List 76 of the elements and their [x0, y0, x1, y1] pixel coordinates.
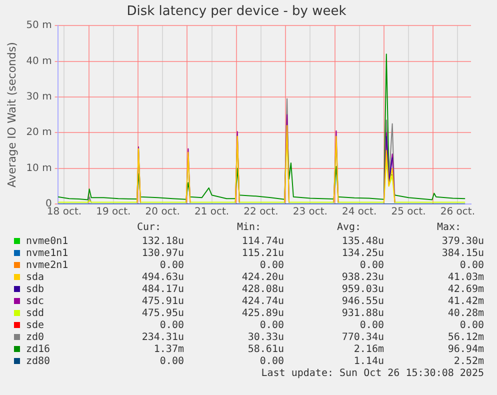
text: 428.08u [240, 284, 284, 295]
text: 2.52m [452, 356, 484, 367]
text: 931.88u [340, 308, 384, 319]
text: 475.95u [140, 308, 184, 319]
text: 40.28m [446, 308, 484, 319]
x-tick-label: 25 oct. [391, 206, 426, 218]
text: 132.18u [140, 236, 184, 247]
text: 0.00 [358, 260, 384, 271]
legend-label: nvme1n1 [26, 248, 68, 259]
x-tick-label: 21 oct. [194, 206, 230, 218]
text: 96.94m [446, 344, 484, 355]
legend-label: zd16 [26, 344, 50, 355]
y-tick-label: 10 m [26, 162, 52, 174]
text: 484.17u [140, 284, 184, 295]
text: 42.69m [446, 284, 484, 295]
y-tick-label: 20 m [26, 127, 52, 138]
y-tick-label: 50 m [26, 20, 52, 32]
legend-label: sdd [26, 308, 44, 319]
text: 938.23u [340, 272, 384, 283]
text: 384.15u [440, 248, 484, 259]
text: Min: [236, 222, 262, 233]
text: 475.91u [140, 296, 184, 307]
text: Max: [436, 222, 462, 233]
x-tick-label: 26 oct. [440, 206, 476, 218]
x-tick-label: 20 oct. [145, 206, 180, 218]
y-tick-label: 30 m [26, 92, 52, 103]
text: 959.03u [340, 284, 384, 295]
text: 56.12m [446, 332, 484, 343]
text: 379.30u [440, 236, 484, 247]
x-tick-label: 22 oct. [244, 206, 278, 218]
text: 424.20u [240, 272, 284, 283]
text: 0.00 [158, 320, 184, 331]
legend-label: nvme2n1 [26, 260, 68, 271]
text: 30.33u [246, 332, 284, 343]
text: 0.00 [258, 260, 284, 271]
text: 0.00 [158, 356, 184, 367]
text: 946.55u [340, 296, 384, 307]
text: 425.89u [240, 308, 284, 319]
chart-title: Disk latency per device - by week [126, 4, 347, 20]
text: 0.00 [458, 320, 484, 331]
x-tick-label: 24 oct. [342, 206, 377, 218]
text: 424.74u [240, 296, 284, 307]
text: 494.63u [140, 272, 184, 283]
text: 1.14u [352, 356, 384, 367]
text: 41.03m [446, 272, 484, 283]
text: 130.97u [140, 248, 184, 259]
y-tick-label: 40 m [26, 56, 52, 67]
legend-label: nvme0n1 [26, 236, 68, 247]
text: Last update: Sun Oct 26 15:30:08 2025 [260, 368, 484, 379]
text: 0.00 [358, 320, 384, 331]
text: 0.00 [158, 260, 184, 271]
legend-label: sda [26, 272, 44, 283]
x-tick-label: 23 oct. [292, 206, 328, 218]
legend-label: sdb [26, 284, 44, 295]
text: Avg: [336, 222, 362, 233]
text: 58.61u [246, 344, 284, 355]
text: 234.31u [140, 332, 184, 343]
x-tick-label: 19 oct. [96, 206, 131, 218]
text: 114.74u [240, 236, 284, 247]
text: 1.37m [152, 344, 184, 355]
legend-label: zd80 [26, 356, 50, 367]
text: 41.42m [446, 296, 484, 307]
legend-label: sdc [26, 296, 44, 307]
x-tick-label: 18 oct. [46, 206, 82, 218]
legend-label: zd0 [26, 332, 44, 343]
legend-label: sde [26, 320, 44, 331]
text: Cur: [136, 222, 162, 233]
y-axis-title: Average IO Wait (seconds) [5, 42, 18, 188]
text: 2.16m [352, 344, 384, 355]
text: 770.34u [340, 332, 384, 343]
text: 115.21u [240, 248, 284, 259]
text: 0.00 [458, 260, 484, 271]
text: 135.48u [340, 236, 384, 247]
text: 0.00 [258, 320, 284, 331]
text: 0.00 [258, 356, 284, 367]
text: 134.25u [340, 248, 384, 259]
